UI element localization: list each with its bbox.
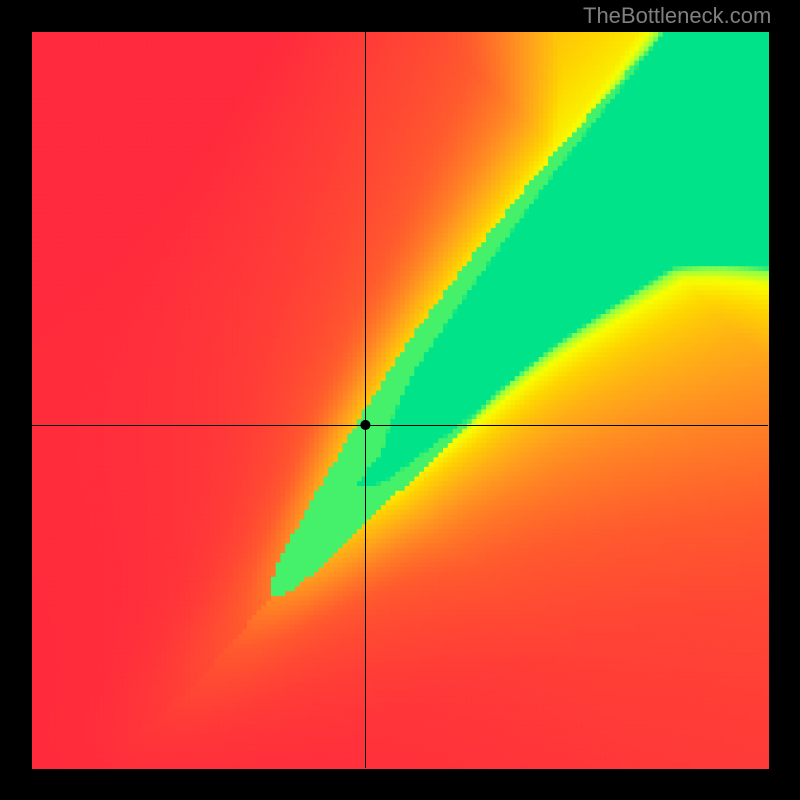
watermark-label: TheBottleneck.com: [583, 3, 771, 29]
bottleneck-chart: TheBottleneck.com: [0, 0, 800, 800]
heatmap-canvas: [0, 0, 800, 800]
